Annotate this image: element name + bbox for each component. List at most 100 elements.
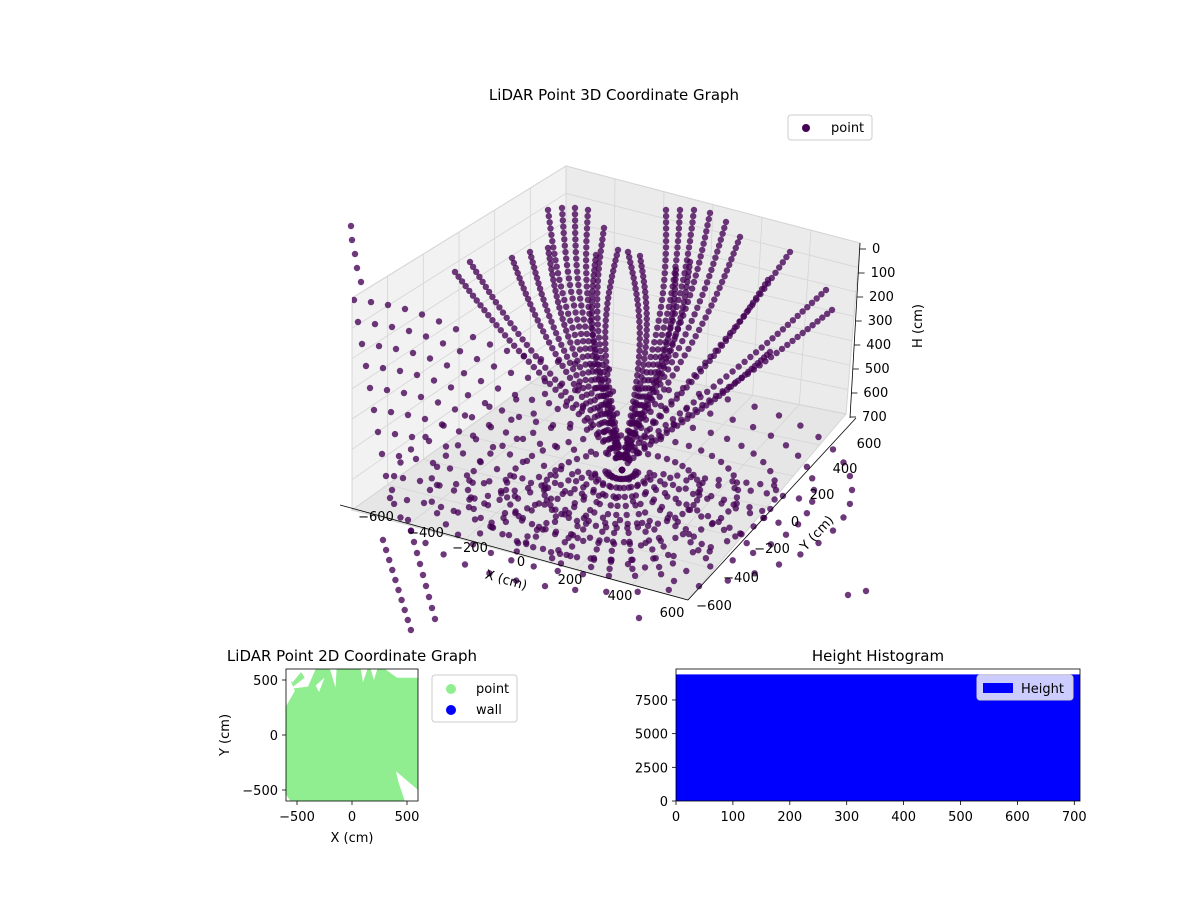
chart-3d-ytick-label: 400 [833,462,858,477]
chart-3d-point [699,291,706,299]
chart-3d-point [580,526,587,533]
chart-3d-point [488,519,495,526]
chart-3d-point [400,389,408,397]
chart-3d-point [571,223,579,230]
chart-3d-point [732,533,739,540]
chart-3d-point [464,392,472,399]
chart-3d-point [466,287,473,295]
chart-3d-point [692,272,699,279]
chart-3d-point [542,364,549,371]
chart-3d-point [602,334,609,341]
chart-3d-point [585,469,592,476]
chart-3d-point [594,283,601,291]
chart-3d-point [559,211,566,218]
chart-3d-point [565,275,573,282]
chart-3d-xtick-label: −600 [358,510,394,525]
chart-3d-point [559,217,566,224]
chart-3d-point [585,383,592,390]
chart-3d-point [530,563,537,570]
chart-3d-point [651,472,658,479]
chart-3d-point [795,495,803,502]
chart-3d-point [655,534,663,542]
chart-3d-point [819,314,826,321]
chart-3d-point [670,300,677,307]
chart-3d-point [407,527,415,535]
chart-3d-point [767,467,774,475]
histogram-ticks: 0 100 200 300 400 500 600 700 0 2500 5000 7500 [635,694,1087,825]
chart-3d-point [660,283,667,290]
chart-3d-point [726,524,733,531]
chart-3d-point [606,283,614,291]
chart-3d-point [507,501,514,508]
chart-3d-point [726,332,733,340]
chart-3d-point [508,416,515,423]
chart-3d-point [631,572,639,579]
chart-2d-gap [330,669,337,688]
chart-3d-point [366,384,374,392]
chart-3d-point [685,268,692,275]
chart-3d-point [637,380,644,387]
chart-3d-point [551,518,559,525]
chart-3d-point [610,529,618,537]
chart-3d-point [673,257,680,264]
chart-3d-point [632,502,639,509]
chart-3d-point [540,328,547,335]
chart-3d-point [690,501,697,509]
chart-3d-point [455,428,463,435]
chart-3d-point [602,519,609,527]
chart-3d-point [545,400,553,407]
chart-3d-point [637,257,644,265]
chart-3d-point [684,273,692,280]
chart-3d-point [530,264,538,271]
chart-3d-point [557,310,565,317]
chart-3d-point [511,487,518,494]
chart-3d-point [413,549,421,557]
chart-3d-point [663,455,671,463]
chart-3d-point [653,374,660,381]
chart-3d-point [643,310,650,317]
chart-3d-point [634,524,642,531]
chart-3d-point [554,495,561,502]
chart-3d-point [532,533,540,540]
chart-3d-point [503,314,510,322]
chart-3d-point [599,236,606,243]
chart-3d: LiDAR Point 3D Coordinate Graph −600 −400… [339,86,926,634]
chart-3d-point [687,539,694,546]
chart-3d-point [743,308,750,316]
chart-3d-point [576,288,583,295]
chart-3d-point [668,359,676,366]
chart-3d-point [559,290,566,297]
chart-3d-point [506,337,513,344]
chart-3d-point [659,290,667,297]
chart-3d-point [674,237,682,245]
chart-3d-point [815,433,822,441]
chart-3d-point [670,420,677,428]
chart-3d-point [391,430,399,438]
chart-3d-point [404,616,411,624]
chart-3d-point [583,270,590,277]
chart-3d-point [636,329,643,337]
chart-3d-point [829,446,837,453]
chart-3d-point [703,279,711,286]
chart-3d-point [747,487,754,494]
chart-3d-point [469,479,476,486]
chart-3d-point [450,507,457,515]
chart-3d-point [652,331,660,339]
chart-3d-point [384,301,392,309]
chart-3d-point [662,225,670,232]
chart-3d-point [732,505,739,512]
chart-3d-point [663,407,670,414]
chart-3d-point [648,385,656,393]
chart-3d-point [674,325,681,332]
chart-3d-point [428,498,435,505]
chart-3d-point [592,451,600,458]
chart-3d-point [634,588,641,595]
chart-3d-point [629,565,636,572]
chart-3d-point [561,236,568,243]
chart-3d-point [647,408,654,415]
chart-3d-point [664,310,671,317]
chart-3d-point [658,357,666,364]
chart-3d-point [493,322,500,329]
chart-3d-point [592,251,600,259]
chart-3d-point [536,440,544,447]
